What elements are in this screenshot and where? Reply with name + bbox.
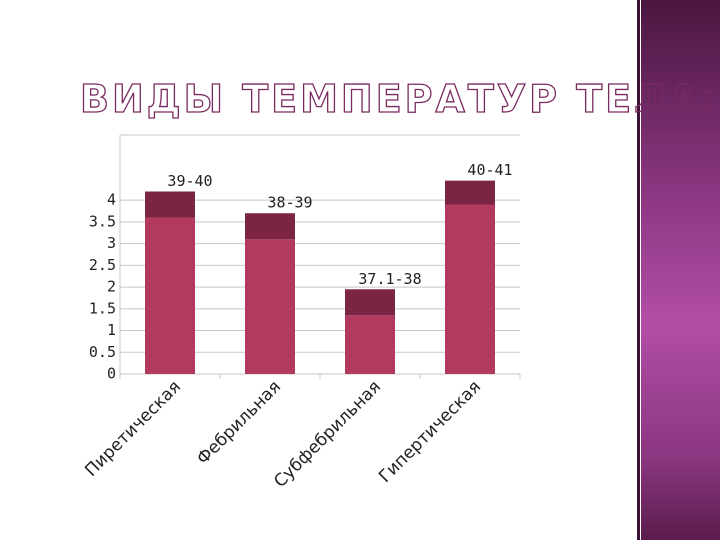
- y-tick-label: 2: [107, 278, 116, 296]
- side-strip: [641, 0, 720, 540]
- y-tick-label: 3: [107, 234, 116, 252]
- data-label: 38-39: [267, 194, 312, 212]
- bar-segment: [145, 191, 195, 218]
- data-label: 39-40: [167, 172, 212, 190]
- bar-segment: [445, 180, 495, 205]
- y-tick-label: 4: [107, 191, 116, 209]
- data-label: 40-41: [467, 161, 512, 179]
- bar-segment: [445, 204, 495, 374]
- x-tick-label: Гипертическая: [375, 377, 485, 487]
- chart-title: ВИДЫ ТЕМПЕРАТУР ТЕЛА:: [80, 77, 719, 121]
- data-label: 37.1-38: [358, 270, 421, 288]
- x-tick-label: Фебрильная: [193, 377, 285, 469]
- y-tick-label: 1.5: [89, 299, 116, 317]
- x-tick-label: Пиретическая: [81, 377, 185, 481]
- bar-segment: [245, 213, 295, 240]
- y-tick-label: 2.5: [89, 256, 116, 274]
- bar-segment: [245, 239, 295, 374]
- bar-segment: [345, 289, 395, 316]
- x-tick-label: Субфебрильная: [270, 377, 385, 492]
- y-tick-label: 0.5: [89, 343, 116, 361]
- bar-segment: [345, 315, 395, 374]
- y-tick-label: 1: [107, 321, 116, 339]
- bar-segment: [145, 217, 195, 374]
- divider: [637, 0, 640, 540]
- y-tick-label: 3.5: [89, 212, 116, 230]
- y-tick-label: 0: [107, 365, 116, 383]
